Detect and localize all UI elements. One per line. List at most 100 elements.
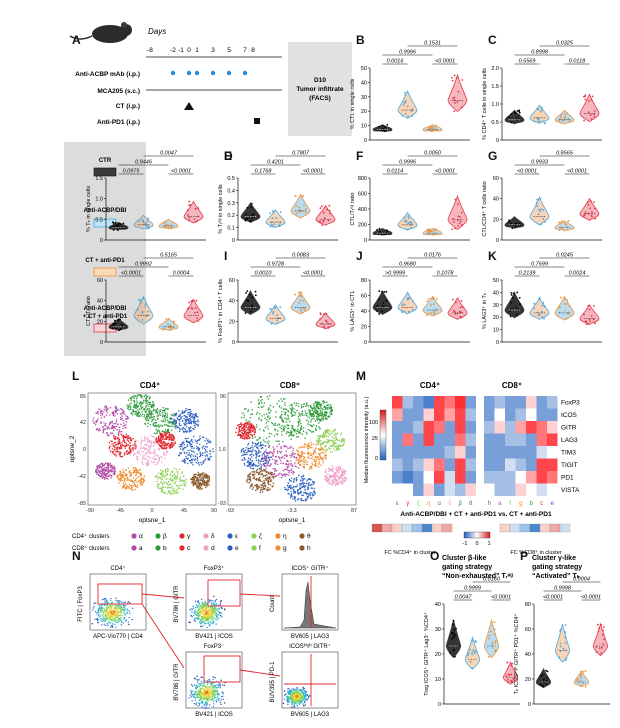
heatmap-cell bbox=[444, 471, 455, 484]
data-point bbox=[565, 223, 567, 226]
data-point bbox=[244, 219, 247, 222]
data-point bbox=[576, 677, 579, 680]
fc-cell bbox=[431, 523, 443, 533]
data-point bbox=[588, 100, 590, 102]
heatmap-cell bbox=[547, 433, 558, 446]
heatmap-cell bbox=[434, 483, 445, 496]
data-point bbox=[303, 307, 306, 310]
heatmap-cell bbox=[444, 433, 455, 446]
data-point bbox=[141, 311, 144, 314]
data-point bbox=[461, 106, 464, 109]
data-point bbox=[471, 653, 474, 656]
heatmap-cell bbox=[455, 446, 466, 459]
data-point bbox=[582, 670, 585, 673]
fc-cell bbox=[391, 523, 403, 533]
data-point bbox=[410, 110, 413, 112]
cluster-swatch bbox=[299, 533, 305, 539]
dose-dot bbox=[194, 70, 200, 76]
cluster-symbol: η bbox=[283, 533, 287, 540]
heatmap-cell bbox=[465, 471, 476, 484]
heatmap-cell bbox=[413, 408, 424, 421]
data-point bbox=[583, 313, 586, 316]
violin-shape bbox=[554, 624, 571, 663]
data-point bbox=[580, 674, 582, 677]
panel-letter-k: K bbox=[488, 249, 497, 263]
violin-shape bbox=[447, 297, 468, 320]
p-value-4: 0.0050 bbox=[424, 151, 442, 157]
data-point bbox=[593, 113, 595, 115]
legend-acbp: Anti-ACBP/DBI bbox=[84, 208, 127, 214]
data-point bbox=[601, 646, 603, 649]
panel-letter-o: O bbox=[430, 549, 439, 563]
heatmap-cell bbox=[494, 421, 505, 434]
data-point bbox=[407, 228, 410, 231]
violin-shape bbox=[504, 291, 525, 319]
p-value-4: 0.1531 bbox=[424, 41, 441, 47]
data-point bbox=[301, 312, 304, 314]
data-point bbox=[451, 623, 454, 626]
dose-dot bbox=[226, 70, 232, 76]
data-point bbox=[544, 122, 547, 125]
data-point bbox=[457, 224, 460, 227]
x-tick: -93 bbox=[226, 508, 234, 514]
heatmap-cell bbox=[484, 396, 495, 409]
data-point bbox=[407, 293, 410, 295]
panel-letter-l: L bbox=[72, 369, 79, 383]
data-point bbox=[269, 225, 272, 228]
tsne-cd8-title: CD8⁺ bbox=[280, 381, 300, 390]
data-point bbox=[460, 300, 463, 302]
data-point bbox=[403, 101, 405, 104]
heatmap-cell bbox=[455, 471, 466, 484]
heatmap-cell bbox=[494, 483, 505, 496]
violin-panel-i: 0 20 40 60 % FoxP3⁺ in CD4⁺ T cells 0.0010 <0.… bbox=[217, 253, 338, 346]
legend-combo-1: Anti-ACBP/DBI bbox=[84, 306, 127, 312]
data-point bbox=[579, 679, 582, 682]
data-point bbox=[493, 633, 495, 636]
data-point bbox=[537, 120, 540, 123]
data-point bbox=[166, 223, 169, 226]
data-point bbox=[383, 130, 386, 132]
data-point bbox=[319, 221, 322, 224]
y-tick: 0 bbox=[83, 447, 86, 453]
data-point bbox=[587, 203, 590, 206]
data-point bbox=[276, 319, 279, 322]
data-point bbox=[518, 110, 521, 113]
y-tick: 10 bbox=[493, 328, 499, 334]
facs-box-line-3: (FACS) bbox=[309, 95, 331, 102]
day-tick: 5 bbox=[227, 47, 231, 54]
x-tick: 90 bbox=[211, 508, 217, 514]
fc-cell bbox=[371, 523, 383, 533]
data-point bbox=[458, 222, 461, 225]
data-point bbox=[244, 312, 247, 314]
data-point bbox=[433, 127, 436, 130]
data-point bbox=[541, 304, 543, 307]
data-point bbox=[518, 222, 521, 225]
data-point bbox=[585, 323, 588, 326]
heatmap-cell bbox=[423, 396, 434, 409]
data-point bbox=[379, 230, 382, 233]
y-tick: 30 bbox=[493, 303, 499, 309]
violin-shape bbox=[504, 109, 525, 125]
data-point bbox=[584, 211, 587, 214]
data-point bbox=[512, 296, 514, 299]
heatmap-cell bbox=[423, 446, 434, 459]
gating-plot-foxp3-pos bbox=[185, 573, 243, 631]
data-point bbox=[559, 115, 562, 118]
cluster-swatch bbox=[179, 533, 185, 539]
fc-cell bbox=[401, 523, 413, 533]
data-point bbox=[385, 230, 388, 233]
p-value-1: 0.5569 bbox=[519, 59, 536, 65]
data-point bbox=[461, 306, 464, 308]
p-value-3: 0.7699 bbox=[531, 262, 548, 268]
heatmap-cell bbox=[536, 458, 547, 471]
heatmap-cell bbox=[455, 458, 466, 471]
heatmap-cell bbox=[413, 396, 424, 409]
heatmap-caption: Anti-ACBP/DBI + CT + anti-PD1 vs. CT + a… bbox=[400, 511, 552, 518]
cluster-swatch bbox=[251, 545, 257, 551]
dose-dot bbox=[170, 70, 176, 76]
data-point bbox=[115, 327, 118, 330]
data-point bbox=[593, 201, 595, 204]
data-point bbox=[582, 682, 585, 685]
data-point bbox=[515, 117, 518, 119]
data-point bbox=[404, 94, 407, 97]
